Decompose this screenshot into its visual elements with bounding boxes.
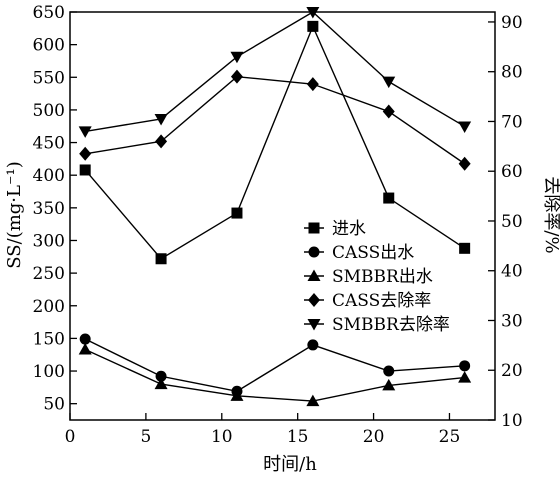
series-3-point-0 xyxy=(79,146,92,161)
y-right-tick-label-60: 60 xyxy=(501,162,523,182)
y-left-tick-label-200: 200 xyxy=(33,297,65,317)
y-left-tick-label-450: 450 xyxy=(33,134,65,154)
y-right-tick-label-90: 90 xyxy=(501,13,523,33)
legend-label-2: SMBBR出水 xyxy=(332,267,433,287)
series-1-point-4 xyxy=(383,365,395,377)
series-4-point-2 xyxy=(230,51,244,64)
series-2-point-0 xyxy=(78,342,92,355)
y-right-tick-label-80: 80 xyxy=(501,63,523,83)
series-2-point-3 xyxy=(306,394,320,407)
legend-marker-0 xyxy=(308,222,320,234)
series-3-point-1 xyxy=(155,134,168,149)
series-4-point-1 xyxy=(154,113,168,126)
series-1-point-0 xyxy=(79,333,91,345)
y-right-tick-label-70: 70 xyxy=(501,112,523,132)
y-right-tick-label-50: 50 xyxy=(501,212,523,232)
series-3-point-5 xyxy=(458,156,471,171)
y-left-tick-label-250: 250 xyxy=(33,264,65,284)
y-left-tick-label-300: 300 xyxy=(33,231,65,251)
series-0-point-4 xyxy=(383,192,395,204)
series-4-point-3 xyxy=(306,7,320,19)
x-tick-label-0: 0 xyxy=(65,427,76,447)
y-axis-right-label: 去除率/% xyxy=(541,176,560,253)
y-right-tick-label-40: 40 xyxy=(501,262,523,282)
series-1-point-3 xyxy=(307,339,319,351)
y-left-tick-label-550: 550 xyxy=(33,68,65,88)
y-right-tick-label-30: 30 xyxy=(501,311,523,331)
x-tick-label-15: 15 xyxy=(287,427,309,447)
y-axis-left-label: SS/(mg·L⁻¹) xyxy=(4,161,25,268)
series-4-point-5 xyxy=(458,121,472,133)
series-2-point-4 xyxy=(382,378,396,391)
y-left-tick-label-100: 100 xyxy=(33,362,65,382)
x-tick-label-5: 5 xyxy=(140,427,151,447)
series-1-line xyxy=(84,338,465,393)
legend-label-1: CASS出水 xyxy=(332,243,414,263)
series-3 xyxy=(79,69,471,171)
series-0-point-3 xyxy=(307,20,319,32)
series-2 xyxy=(78,342,472,407)
series-layer xyxy=(78,7,472,407)
x-tick-label-20: 20 xyxy=(363,427,385,447)
series-0-point-0 xyxy=(79,164,91,176)
series-0-point-5 xyxy=(459,242,471,254)
x-axis-label: 时间/h xyxy=(263,454,317,475)
series-2-point-2 xyxy=(230,389,244,401)
y-right-tick-label-10: 10 xyxy=(501,411,523,431)
y-left-tick-label-500: 500 xyxy=(33,101,65,121)
series-2-line xyxy=(84,348,465,402)
series-3-line xyxy=(85,75,466,165)
series-1 xyxy=(79,333,471,397)
y-left-tick-label-650: 650 xyxy=(33,3,65,23)
legend-marker-4 xyxy=(307,319,321,331)
y-right-tick-label-20: 20 xyxy=(501,361,523,381)
series-3-point-2 xyxy=(230,69,243,84)
series-0-line xyxy=(84,24,466,260)
legend-label-4: SMBBR去除率 xyxy=(332,315,450,335)
series-2-point-1 xyxy=(154,377,168,390)
series-0-point-1 xyxy=(155,253,167,265)
x-tick-label-25: 25 xyxy=(439,427,461,447)
series-4-point-4 xyxy=(382,76,396,89)
y-left-tick-label-150: 150 xyxy=(33,329,65,349)
y-left-tick-label-350: 350 xyxy=(33,199,65,219)
legend-marker-1 xyxy=(308,246,320,258)
legend-label-0: 进水 xyxy=(332,219,366,239)
y-left-tick-label-400: 400 xyxy=(33,166,65,186)
x-tick-label-10: 10 xyxy=(211,427,233,447)
series-4 xyxy=(78,7,472,138)
legend-label-3: CASS去除率 xyxy=(332,291,431,311)
y-left-tick-label-50: 50 xyxy=(43,395,65,415)
axes: 0 5 10 15 20 25 50 100 150 200 250 300 350 400 450 500 5… xyxy=(33,3,523,447)
plot-frame xyxy=(69,11,496,421)
series-3-point-4 xyxy=(382,104,395,119)
legend: 进水 CASS出水 SMBBR出水 CASS去除率 SMBBR去除率 xyxy=(304,219,450,335)
series-1-point-1 xyxy=(155,370,167,382)
legend-marker-2 xyxy=(307,269,321,281)
series-2-point-5 xyxy=(458,371,472,383)
series-4-point-0 xyxy=(78,126,92,138)
series-4-line xyxy=(85,11,465,133)
series-3-point-3 xyxy=(306,77,319,92)
series-0 xyxy=(79,20,471,265)
legend-marker-3 xyxy=(308,293,320,307)
y-left-tick-label-600: 600 xyxy=(33,36,65,56)
series-1-point-5 xyxy=(459,360,471,372)
series-0-point-2 xyxy=(231,207,243,219)
